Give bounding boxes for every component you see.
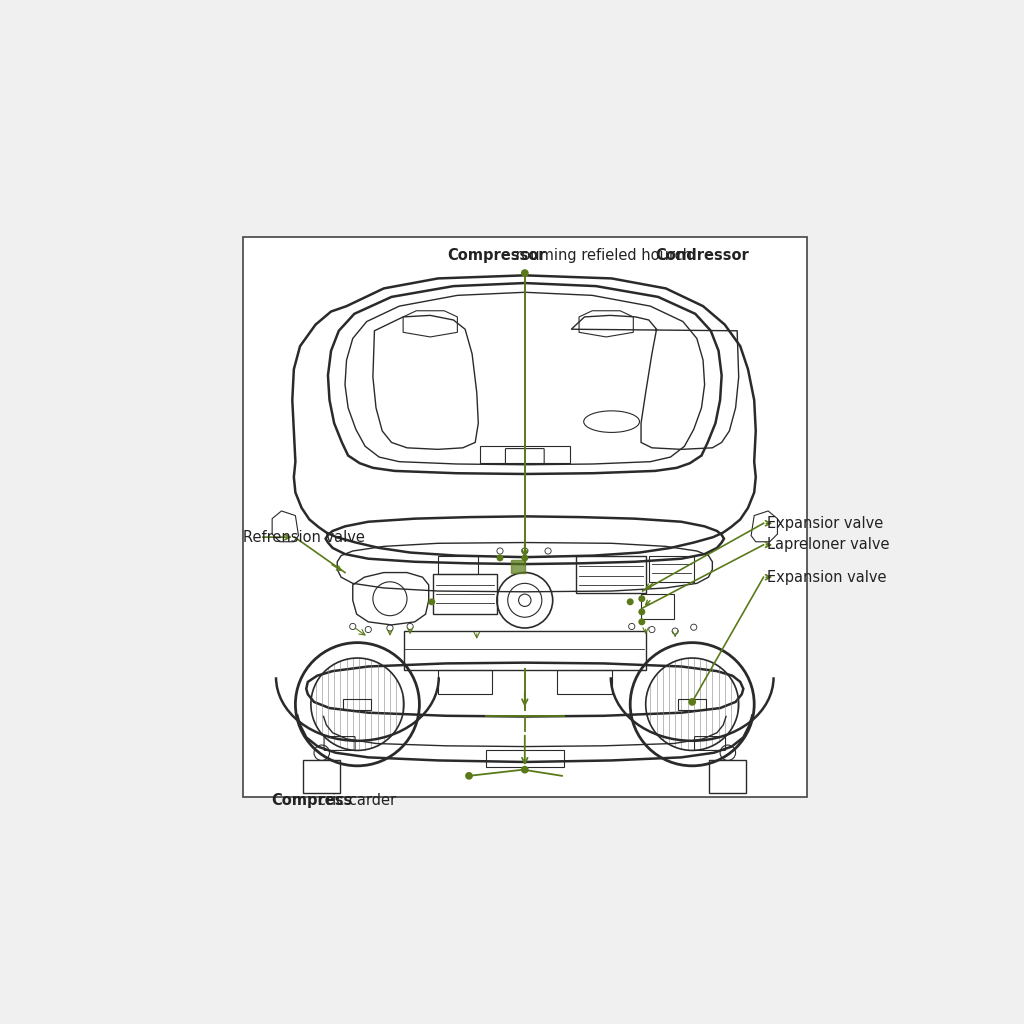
Text: rouming refieled hourch: rouming refieled hourch <box>511 248 696 263</box>
Circle shape <box>638 595 645 602</box>
Circle shape <box>428 598 435 605</box>
FancyBboxPatch shape <box>243 237 807 798</box>
Circle shape <box>638 608 645 615</box>
Text: Compressor: Compressor <box>447 248 546 263</box>
Circle shape <box>465 772 473 779</box>
Circle shape <box>627 598 634 605</box>
Circle shape <box>497 554 504 561</box>
Text: Refrension valve: Refrension valve <box>243 529 365 545</box>
Text: Expansion valve: Expansion valve <box>767 569 886 585</box>
Text: Compress: Compress <box>271 793 352 808</box>
FancyBboxPatch shape <box>511 560 524 572</box>
Circle shape <box>521 766 528 773</box>
Circle shape <box>688 698 696 706</box>
Circle shape <box>638 618 645 626</box>
Text: Condressor: Condressor <box>655 248 749 263</box>
Text: cric carder: cric carder <box>317 793 396 808</box>
Text: Expansior valve: Expansior valve <box>767 516 883 530</box>
Text: Lapreloner valve: Lapreloner valve <box>767 538 889 552</box>
Circle shape <box>521 269 528 276</box>
Circle shape <box>521 554 528 561</box>
